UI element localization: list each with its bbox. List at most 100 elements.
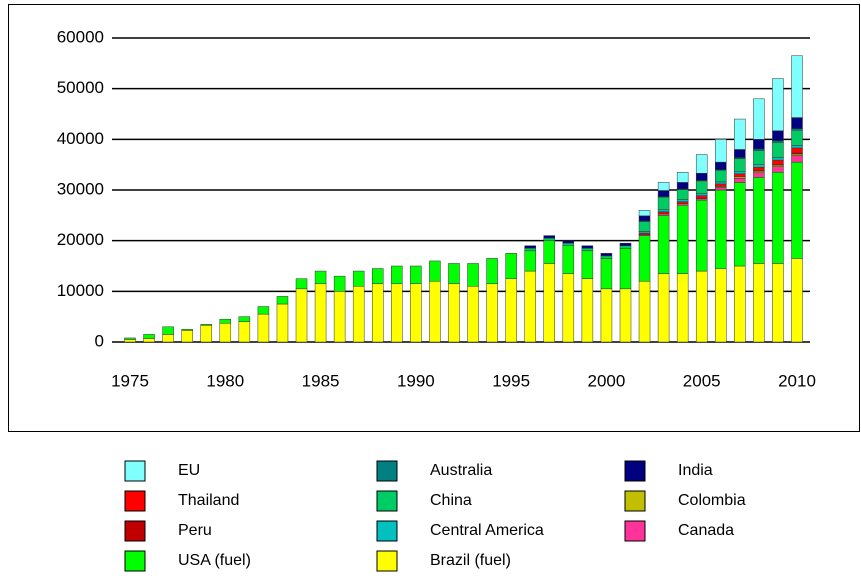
bar-segment — [772, 263, 784, 343]
legend-label: USA (fuel) — [178, 552, 251, 569]
bar-segment — [600, 258, 613, 290]
bar-segment — [734, 265, 746, 343]
bar-segment — [467, 286, 479, 343]
bar-segment — [352, 270, 365, 287]
bar-segment — [638, 235, 651, 282]
y-tick-label: 0 — [95, 331, 104, 350]
bar-segment — [734, 158, 746, 172]
bar-segment — [219, 323, 232, 343]
legend-label: Australia — [430, 462, 492, 479]
bar-segment — [505, 278, 517, 343]
bar-segment — [772, 130, 784, 142]
bar-segment — [467, 263, 479, 287]
bar-segment — [371, 268, 384, 284]
bar-segment — [391, 265, 403, 284]
bar-segment — [676, 189, 689, 200]
x-tick-label: 2000 — [588, 371, 626, 390]
bar-segment — [791, 155, 803, 163]
bar-segment — [429, 280, 441, 343]
bar-segment — [715, 187, 727, 191]
bar-segment — [410, 283, 422, 343]
bar-segment — [333, 275, 346, 292]
bar-segment — [772, 78, 784, 131]
bar-segment — [295, 288, 308, 343]
bar-segment — [371, 283, 384, 343]
bar-segment — [581, 248, 594, 252]
legend-label: Thailand — [178, 492, 239, 509]
legend-label: Brazil (fuel) — [430, 552, 511, 569]
bar-segment — [753, 166, 765, 171]
bar-segment — [638, 221, 651, 232]
bar-segment — [638, 280, 651, 343]
bar-segment — [257, 306, 270, 315]
x-tick-label: 1980 — [206, 371, 244, 390]
bar-segment — [695, 199, 708, 272]
x-tick-label: 1995 — [492, 371, 530, 390]
bar-segment — [352, 286, 365, 343]
bar-segment — [676, 201, 689, 204]
bar-segment — [715, 161, 727, 170]
bar-segment — [600, 253, 613, 257]
bar-segment — [276, 303, 289, 343]
legend-swatch — [124, 490, 146, 512]
bar-segment — [143, 338, 155, 343]
bar-segment — [695, 180, 708, 194]
y-tick-label: 10000 — [57, 281, 104, 300]
bar-segment — [772, 172, 784, 264]
bar-segment — [562, 242, 575, 246]
bar-segment — [791, 117, 803, 129]
bar-segment — [657, 215, 670, 274]
bar-segment — [314, 270, 327, 284]
legend-swatch — [376, 520, 398, 542]
bar-segment — [543, 240, 556, 264]
bar-segment — [600, 255, 613, 259]
bar-segment — [295, 278, 308, 290]
bar-segment — [695, 173, 708, 181]
bar-segment — [638, 210, 651, 217]
legend-label: China — [430, 492, 472, 509]
bar-segment — [543, 237, 556, 241]
bar-segment — [657, 182, 670, 191]
bar-segment — [753, 177, 765, 264]
y-tick-label: 50000 — [57, 78, 104, 97]
bar-segment — [657, 273, 670, 343]
bar-segment — [238, 321, 251, 343]
bar-segment — [695, 193, 708, 196]
bar-segment — [772, 166, 784, 173]
bar-segment — [429, 260, 441, 282]
legend-swatch — [624, 460, 646, 482]
bar-segment — [676, 199, 689, 202]
x-tick-label: 1990 — [397, 371, 435, 390]
bar-segment — [753, 98, 765, 140]
bar-segment — [600, 288, 613, 343]
bar-segment — [657, 196, 670, 211]
bar-segment — [695, 195, 708, 199]
bar-segment — [543, 263, 556, 343]
bar-segment — [676, 172, 689, 183]
legend-swatch — [624, 520, 646, 542]
bar-segment — [124, 339, 136, 343]
bar-segment — [676, 273, 689, 343]
bar-segment — [486, 258, 498, 284]
bar-segment — [276, 296, 289, 305]
bar-segment — [753, 172, 765, 178]
legend-label: EU — [178, 462, 200, 479]
bar-segment — [753, 150, 765, 165]
bar-segment — [791, 55, 803, 118]
bar-segment — [562, 240, 575, 244]
bar-segment — [791, 258, 803, 343]
y-tick-label: 60000 — [57, 27, 104, 46]
bar-segment — [734, 171, 746, 175]
x-tick-label: 1985 — [302, 371, 340, 390]
bar-segment — [181, 329, 193, 331]
bar-segment — [715, 268, 727, 343]
bar-segment — [543, 235, 556, 239]
bar-segment — [791, 145, 803, 149]
legend-swatch — [124, 520, 146, 542]
bar-segment — [715, 139, 727, 163]
bar-segment — [314, 283, 327, 343]
bar-segment — [448, 283, 460, 343]
bar-segment — [162, 326, 174, 335]
bar-segment — [791, 129, 803, 146]
bar-segment — [486, 283, 498, 343]
